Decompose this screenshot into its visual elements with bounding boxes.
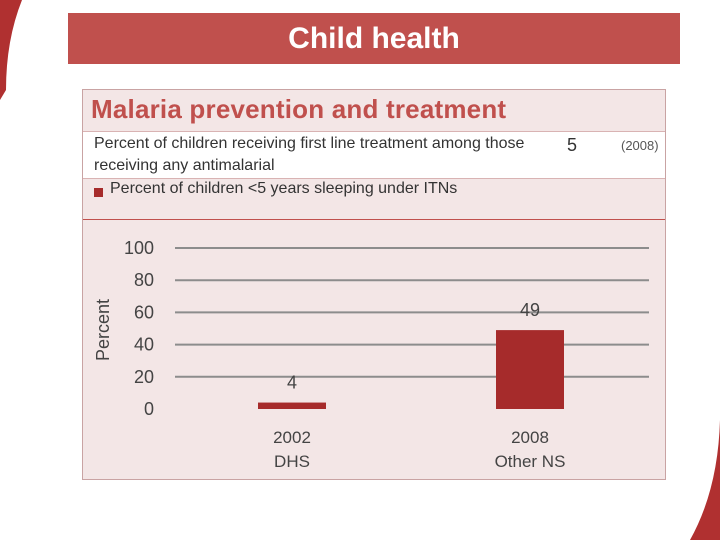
- y-tick-label: 100: [124, 238, 154, 258]
- y-tick-label: 40: [134, 335, 154, 355]
- y-axis-label: Percent: [93, 299, 113, 361]
- y-tick-label: 20: [134, 367, 154, 387]
- corner-swoosh-decoration: [0, 0, 22, 100]
- indicator-year: (2008): [621, 138, 659, 153]
- data-label-2002: 4: [287, 373, 297, 393]
- chart-panel: Malaria prevention and treatment Percent…: [82, 89, 666, 480]
- bar-2002: [258, 402, 326, 409]
- legend-swatch: [94, 188, 103, 197]
- y-tick-label: 80: [134, 270, 154, 290]
- indicator-value: 5: [567, 135, 578, 155]
- y-tick-label: 60: [134, 302, 154, 322]
- indicator-label: Percent of children receiving first line…: [94, 135, 525, 174]
- legend-row: [83, 178, 665, 220]
- bar-2008: [496, 330, 564, 409]
- slide-title-banner: Child health: [68, 13, 680, 64]
- data-label-2008: 49: [520, 300, 540, 320]
- x-tick-label-year: 2008: [511, 428, 549, 447]
- bar-chart: Percent 100 80 60 40 20 0 4 49 2002 DHS 2008 Othe…: [93, 238, 649, 471]
- slide-title: Child health: [288, 21, 460, 55]
- corner-swoosh-decoration-bottom: [690, 420, 720, 540]
- panel-title: Malaria prevention and treatment: [91, 94, 507, 124]
- legend-label: Percent of children <5 years sleeping un…: [110, 180, 458, 197]
- indicator-row: Percent of children receiving first line…: [83, 131, 665, 179]
- y-tick-label: 0: [144, 399, 154, 419]
- x-tick-label-source: Other NS: [495, 452, 566, 471]
- x-tick-label-year: 2002: [273, 428, 311, 447]
- x-tick-label-source: DHS: [274, 452, 310, 471]
